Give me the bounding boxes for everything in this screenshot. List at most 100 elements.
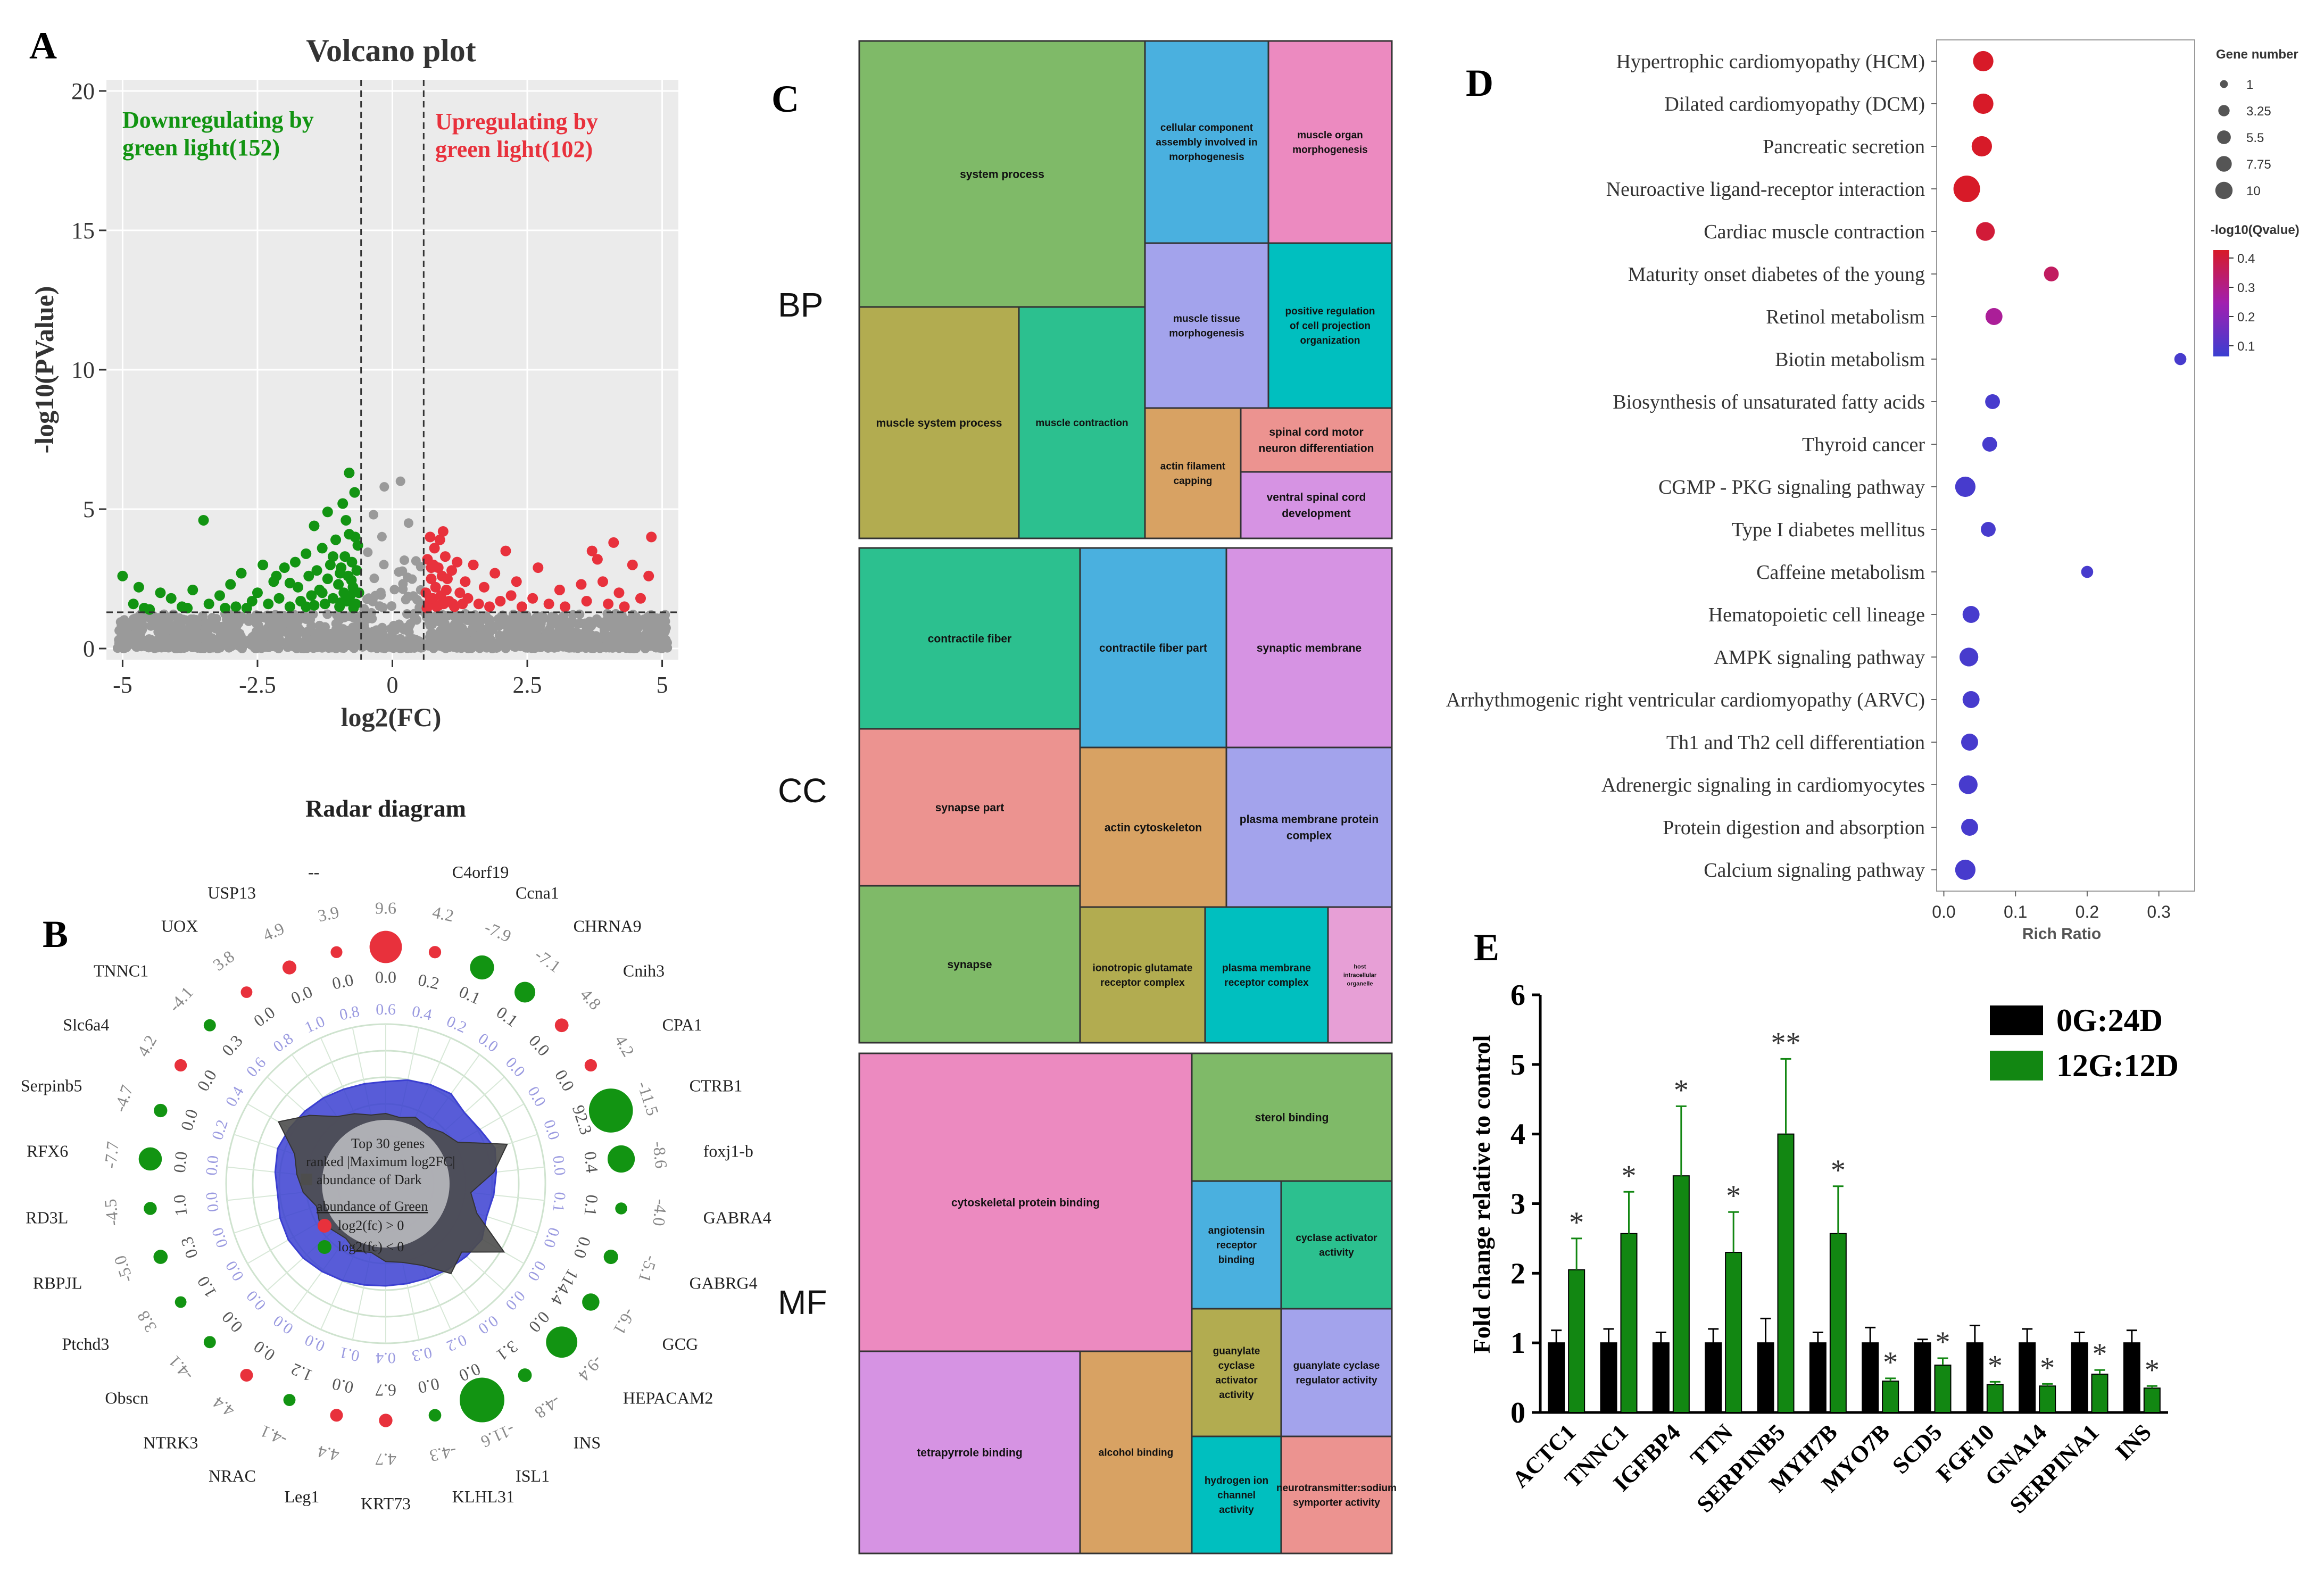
volcano-down-point [203, 598, 214, 610]
radar-inner-label: 0.0 [218, 1308, 246, 1336]
volcano-tick-label-y: 0 [83, 636, 95, 662]
radar-bubble [514, 982, 536, 1003]
volcano-ns-point [362, 641, 372, 651]
radar-gene-label: Ccna1 [516, 883, 559, 902]
bubble-pathway-label: Calcium signaling pathway [1704, 859, 1925, 882]
volcano-down-point [133, 581, 144, 593]
radar-gene-labels: C4orf19 Ccna1 CHRNA9 Cnih3 CPA1 CTRB1 foxj1-b G… [21, 862, 771, 1513]
volcano-ns-point [180, 615, 190, 625]
radar-fc-label: -4.1 [258, 1422, 290, 1450]
radar-fc-label: 3.8 [209, 946, 238, 975]
bar-axes: 0 1 2 3 4 5 6 [1510, 979, 2168, 1429]
treemap-tile-label: synaptic membrane [1257, 642, 1362, 654]
volcano-ns-point [577, 642, 587, 652]
radar-ring-label: 0.4 [376, 1349, 396, 1367]
treemap-tile-actin-filament-capping [1144, 407, 1242, 539]
radar-bubble [174, 1059, 187, 1072]
radar-bubble [175, 1296, 187, 1308]
volcano-ns-point [302, 640, 312, 650]
volcano-down-point [337, 498, 348, 509]
treemap-tile-label: angiotensin receptor binding [1208, 1225, 1265, 1266]
bar-tick-label-y: 0 [1510, 1396, 1525, 1429]
volcano-ns-point [128, 637, 138, 647]
radar-fc-label: -4.7 [110, 1083, 137, 1114]
volcano-up-point [613, 587, 625, 598]
bar-significance: * [2040, 1351, 2055, 1384]
volcano-ns-point [274, 635, 284, 645]
panel-letter-a: A [29, 24, 57, 67]
volcano-ns-point [463, 642, 473, 652]
treemap-tile-label: tetrapyrrole binding [917, 1447, 1022, 1459]
bubble-size-legend: Gene number 1 3.25 5.5 7.75 10 [2215, 47, 2298, 200]
radar-gene-label: RD3L [26, 1208, 68, 1227]
radar-fc-label: 4.9 [260, 919, 287, 945]
treemap-tile-label: contractile fiber part [1099, 642, 1207, 654]
volcano-tick-label-x: 2.5 [513, 672, 542, 698]
radar-ring-label: 0.0 [540, 1225, 563, 1250]
volcano-up-point [462, 593, 474, 604]
radar-fc-label: -4.0 [649, 1198, 671, 1227]
treemap-tile-system-process [858, 40, 1146, 308]
bubble-pathway-label: Retinol metabolism [1766, 306, 1925, 328]
volcano-down-point [303, 570, 314, 581]
radar-inner-label: 0.4 [581, 1151, 602, 1174]
radar-bubble [459, 1377, 504, 1423]
volcano-down-point [351, 565, 362, 576]
volcano-up-point [478, 581, 489, 593]
volcano-down-point [155, 587, 166, 598]
radar-ring-label: 0.0 [502, 1054, 529, 1080]
bar-dark [1862, 1342, 1879, 1414]
volcano-ns-point [411, 556, 421, 566]
volcano-down-point [225, 579, 236, 590]
volcano-ns-point [122, 626, 132, 636]
volcano-panel: Volcano plot -5 -2.5 0 2.5 5 0 5 10 15 20 Downreg… [29, 33, 678, 732]
volcano-up-point [489, 568, 501, 579]
bubble-point [1962, 691, 1980, 708]
treemap-tile-ionotropic-glutamate-receptor-complex [1079, 906, 1206, 1044]
bar-significance: * [1988, 1349, 2003, 1382]
radar-ring-label: 0.0 [524, 1258, 549, 1284]
bar-tick-label-y: 2 [1510, 1257, 1525, 1290]
volcano-ns-point [369, 510, 379, 520]
volcano-up-point [429, 543, 440, 554]
radar-inner-label: 0.0 [551, 1066, 578, 1094]
volcano-ns-point [394, 639, 404, 650]
volcano-ns-point [433, 614, 443, 625]
volcano-up-point [468, 559, 479, 570]
volcano-ns-point [278, 618, 288, 628]
volcano-ns-point [339, 612, 350, 622]
radar-gene-label: Serpinb5 [21, 1076, 82, 1095]
bubble-point [2081, 566, 2094, 578]
radar-fc-label: -7.7 [101, 1141, 122, 1169]
treemap-tile-label: cellular component assembly involved in mo… [1156, 122, 1257, 163]
volcano-ns-point [293, 614, 303, 624]
volcano-ylabel: -log10(PValue) [29, 286, 59, 454]
radar-inner-label: 3.1 [493, 1337, 522, 1365]
radar-gene-label: HEPACAM2 [623, 1388, 713, 1407]
radar-fc-label: 4.4 [316, 1442, 341, 1466]
volcano-ns-point [409, 609, 419, 619]
volcano-ns-point [200, 626, 210, 636]
bar-green [1934, 1365, 1952, 1414]
radar-bubbles [138, 930, 635, 1427]
radar-gene-label: CTRB1 [690, 1076, 743, 1095]
radar-ring-label: 0.2 [444, 1331, 469, 1355]
radar-fc-label: 4.2 [133, 1032, 160, 1060]
treemap-tile-label: guanylate cyclase activator activity [1213, 1345, 1260, 1401]
volcano-ns-point [417, 643, 427, 653]
treemap-tile-label: system process [960, 168, 1044, 180]
bubble-pathway-label: Biosynthesis of unsaturated fatty acids [1613, 391, 1925, 413]
volcano-down-point [236, 568, 247, 579]
volcano-ns-point [158, 640, 168, 650]
volcano-ns-point [244, 616, 254, 626]
bubble-point [1975, 222, 1995, 241]
volcano-down-point [284, 601, 295, 612]
bar-green [1620, 1233, 1638, 1413]
volcano-up-point [533, 562, 544, 573]
volcano-up-point [446, 565, 458, 576]
bubble-point [1961, 734, 1978, 751]
bubble-axes: 0.0 0.1 0.2 0.3 [1931, 39, 2195, 921]
volcano-ns-point [660, 610, 670, 620]
radar-inner-label: 0.0 [570, 1235, 595, 1261]
bar-legend-dark-swatch [1990, 1005, 2043, 1035]
